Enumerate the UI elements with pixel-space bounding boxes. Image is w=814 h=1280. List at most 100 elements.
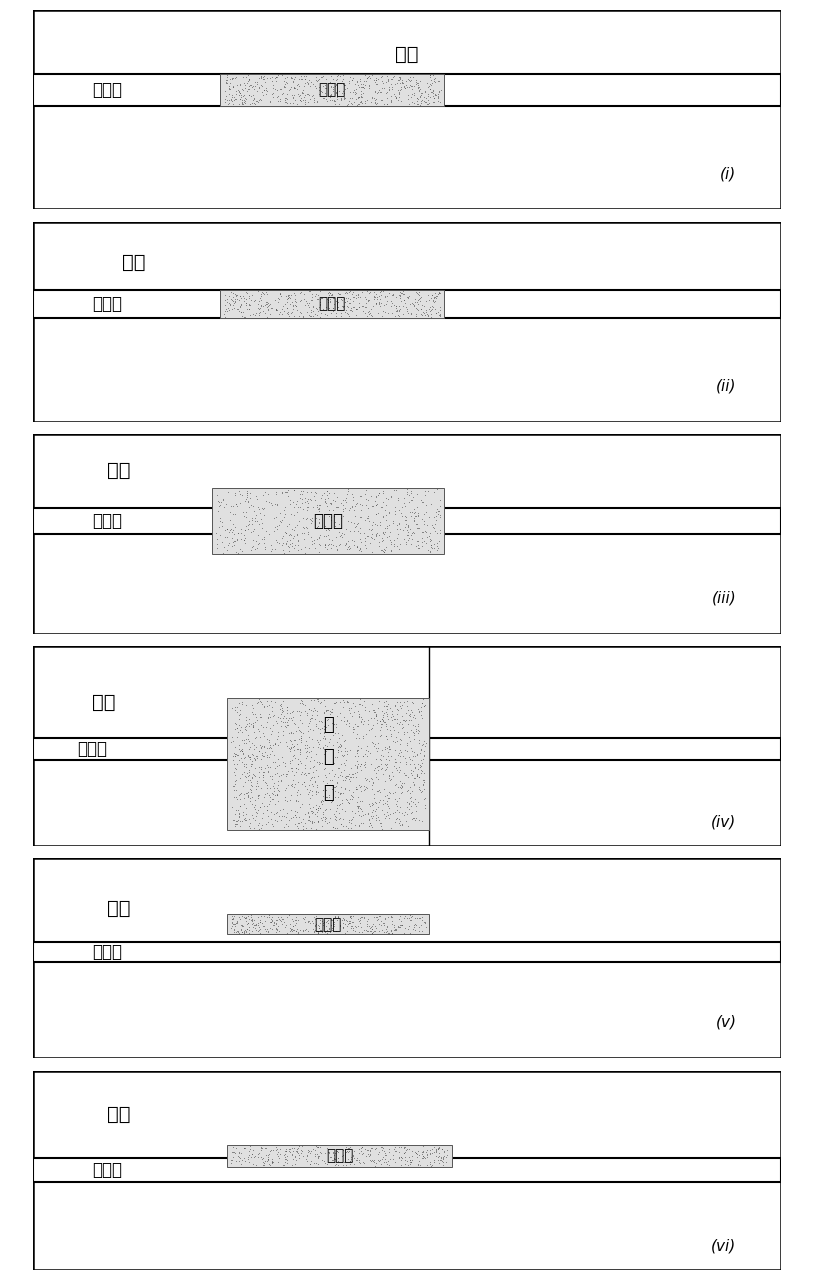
Point xyxy=(246,768,259,788)
Point xyxy=(322,529,335,549)
Point xyxy=(423,540,436,561)
Point xyxy=(233,806,246,827)
Point xyxy=(355,805,368,826)
Point xyxy=(258,1153,271,1174)
Point xyxy=(278,1142,291,1162)
Point xyxy=(313,1137,326,1157)
Point xyxy=(277,532,290,553)
Point xyxy=(393,916,406,937)
Point xyxy=(245,744,258,764)
Point xyxy=(246,713,259,733)
Point xyxy=(400,796,414,817)
Point xyxy=(405,502,418,522)
Point xyxy=(219,294,232,315)
Point xyxy=(245,805,258,826)
Point xyxy=(295,91,308,111)
Point xyxy=(351,742,364,763)
Point xyxy=(233,1143,246,1164)
Point xyxy=(267,745,280,765)
Point xyxy=(221,527,234,548)
Point xyxy=(288,520,301,540)
Point xyxy=(334,283,347,303)
Point xyxy=(237,744,250,764)
Point xyxy=(242,771,255,791)
Point xyxy=(405,791,418,812)
Point xyxy=(365,919,379,940)
Point xyxy=(232,709,245,730)
Point xyxy=(377,492,390,512)
Point xyxy=(267,776,280,796)
Point xyxy=(382,906,395,927)
Point xyxy=(399,531,412,552)
Point xyxy=(292,306,305,326)
Point xyxy=(335,792,348,813)
Point xyxy=(418,741,431,762)
Point xyxy=(280,915,293,936)
Point xyxy=(234,915,247,936)
Point xyxy=(430,502,443,522)
Point xyxy=(250,91,263,111)
Point xyxy=(379,754,392,774)
Point xyxy=(380,93,393,114)
Point xyxy=(325,84,338,105)
Point xyxy=(243,764,256,785)
Point xyxy=(260,292,273,312)
Point xyxy=(268,508,281,529)
Point xyxy=(372,294,385,315)
Point xyxy=(230,744,243,764)
Point xyxy=(346,905,359,925)
Point xyxy=(325,1147,338,1167)
Point xyxy=(234,788,247,809)
Point xyxy=(338,288,351,308)
Point xyxy=(330,717,343,737)
Point xyxy=(312,1148,325,1169)
Point xyxy=(233,90,246,110)
Point xyxy=(385,78,398,99)
Point xyxy=(239,293,252,314)
Point xyxy=(341,910,354,931)
Point xyxy=(221,481,234,502)
Point xyxy=(291,739,304,759)
Point xyxy=(277,82,290,102)
Point xyxy=(351,72,364,92)
Point xyxy=(312,914,325,934)
Point xyxy=(333,535,346,556)
Point xyxy=(418,485,431,506)
Point xyxy=(232,543,245,563)
Point xyxy=(255,736,268,756)
Point xyxy=(316,300,329,320)
Point xyxy=(279,88,292,109)
Point xyxy=(357,301,370,321)
Point xyxy=(352,727,365,748)
Point xyxy=(245,754,258,774)
Point xyxy=(317,690,330,710)
Point xyxy=(432,70,445,91)
Point xyxy=(248,728,261,749)
Point xyxy=(231,922,244,942)
Point xyxy=(394,79,407,100)
Point xyxy=(223,77,236,97)
Point xyxy=(309,1152,322,1172)
Point xyxy=(307,700,320,721)
Point xyxy=(412,77,425,97)
Point xyxy=(399,801,412,822)
Point xyxy=(262,905,275,925)
Point xyxy=(229,771,242,791)
Point xyxy=(385,303,398,324)
Point xyxy=(335,740,348,760)
Point xyxy=(330,818,344,838)
Point xyxy=(293,302,306,323)
Point xyxy=(393,282,406,302)
Point xyxy=(256,762,269,782)
Point xyxy=(352,736,365,756)
Point xyxy=(411,73,424,93)
Point xyxy=(389,500,402,521)
Point xyxy=(294,783,307,804)
Point xyxy=(304,490,317,511)
Point xyxy=(341,291,354,311)
Point xyxy=(385,291,398,311)
Point xyxy=(247,79,260,100)
Point xyxy=(405,76,418,96)
Point xyxy=(338,83,351,104)
Point xyxy=(388,306,401,326)
